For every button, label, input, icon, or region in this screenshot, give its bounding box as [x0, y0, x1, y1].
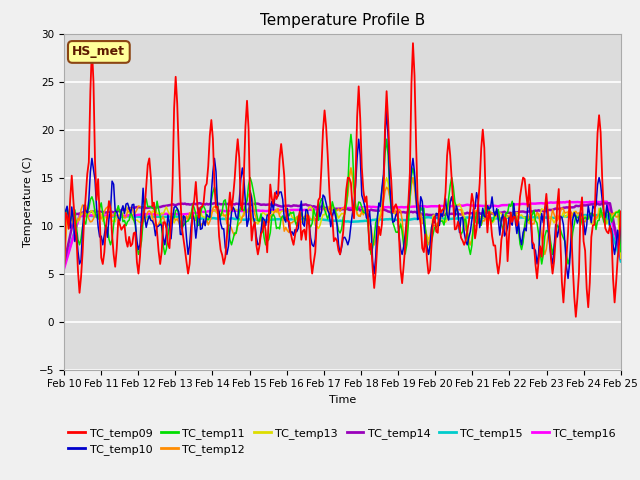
TC_temp12 [60, 268, 68, 274]
TC_temp15 [254, 217, 262, 223]
Line: TC_temp13: TC_temp13 [64, 168, 621, 259]
TC_temp09 [572, 314, 580, 320]
TC_temp16 [244, 208, 252, 214]
TC_temp09 [409, 40, 417, 46]
Title: Temperature Profile B: Temperature Profile B [260, 13, 425, 28]
Text: HS_met: HS_met [72, 46, 125, 59]
TC_temp14 [60, 261, 68, 267]
TC_temp16 [254, 207, 262, 213]
TC_temp10 [303, 207, 311, 213]
TC_temp16 [603, 199, 611, 204]
Line: TC_temp10: TC_temp10 [64, 110, 621, 278]
TC_temp12 [347, 165, 355, 171]
TC_temp13 [588, 221, 595, 227]
TC_temp13 [617, 255, 625, 261]
TC_temp09 [226, 190, 234, 195]
TC_temp16 [226, 208, 234, 214]
TC_temp09 [303, 212, 311, 218]
Legend: TC_temp09, TC_temp10, TC_temp11, TC_temp12, TC_temp13, TC_temp14, TC_temp15, TC_: TC_temp09, TC_temp10, TC_temp11, TC_temp… [64, 423, 620, 460]
TC_temp10 [617, 220, 625, 226]
TC_temp11 [129, 214, 136, 219]
TC_temp16 [303, 207, 311, 213]
TC_temp12 [254, 218, 262, 224]
TC_temp14 [226, 202, 234, 207]
TC_temp15 [586, 213, 594, 218]
TC_temp13 [303, 208, 311, 214]
TC_temp12 [303, 214, 311, 220]
TC_temp09 [129, 241, 136, 247]
TC_temp11 [226, 237, 234, 243]
TC_temp12 [129, 205, 136, 211]
TC_temp09 [60, 268, 68, 274]
TC_temp13 [60, 256, 68, 262]
TC_temp14 [254, 201, 262, 206]
Line: TC_temp11: TC_temp11 [64, 134, 621, 264]
TC_temp10 [226, 227, 234, 232]
TC_temp14 [617, 255, 625, 261]
TC_temp09 [589, 222, 596, 228]
TC_temp11 [244, 182, 252, 188]
TC_temp12 [226, 222, 234, 228]
TC_temp10 [589, 203, 596, 209]
TC_temp12 [588, 210, 595, 216]
TC_temp14 [129, 205, 136, 211]
TC_temp11 [254, 218, 262, 224]
Line: TC_temp14: TC_temp14 [64, 203, 621, 264]
TC_temp11 [347, 132, 355, 137]
TC_temp12 [617, 240, 625, 245]
TC_temp09 [254, 252, 262, 257]
TC_temp11 [303, 220, 311, 226]
Line: TC_temp16: TC_temp16 [64, 202, 621, 269]
TC_temp13 [244, 205, 252, 211]
Line: TC_temp12: TC_temp12 [64, 168, 621, 271]
TC_temp15 [617, 259, 625, 264]
Line: TC_temp09: TC_temp09 [64, 43, 621, 317]
TC_temp15 [226, 216, 234, 222]
TC_temp15 [60, 264, 68, 269]
Line: TC_temp15: TC_temp15 [64, 215, 621, 266]
TC_temp11 [589, 213, 596, 218]
TC_temp15 [303, 217, 311, 223]
X-axis label: Time: Time [329, 395, 356, 405]
Y-axis label: Temperature (C): Temperature (C) [23, 156, 33, 247]
TC_temp13 [226, 210, 234, 216]
TC_temp10 [383, 108, 390, 113]
TC_temp12 [244, 192, 252, 198]
TC_temp13 [347, 165, 355, 171]
TC_temp14 [586, 202, 594, 207]
TC_temp16 [586, 199, 594, 205]
TC_temp13 [254, 221, 262, 227]
TC_temp10 [244, 217, 252, 223]
TC_temp10 [129, 202, 136, 207]
TC_temp15 [594, 212, 602, 218]
TC_temp10 [564, 276, 572, 281]
TC_temp10 [60, 262, 68, 268]
TC_temp10 [254, 242, 262, 248]
TC_temp15 [244, 216, 252, 222]
TC_temp11 [617, 249, 625, 254]
TC_temp11 [538, 261, 545, 267]
TC_temp14 [303, 203, 311, 208]
TC_temp13 [129, 216, 136, 222]
TC_temp09 [617, 208, 625, 214]
TC_temp14 [244, 201, 252, 207]
TC_temp16 [617, 253, 625, 259]
TC_temp16 [60, 266, 68, 272]
TC_temp16 [129, 213, 136, 218]
TC_temp14 [605, 200, 612, 206]
TC_temp11 [60, 242, 68, 248]
TC_temp09 [244, 126, 252, 132]
TC_temp15 [129, 214, 136, 219]
